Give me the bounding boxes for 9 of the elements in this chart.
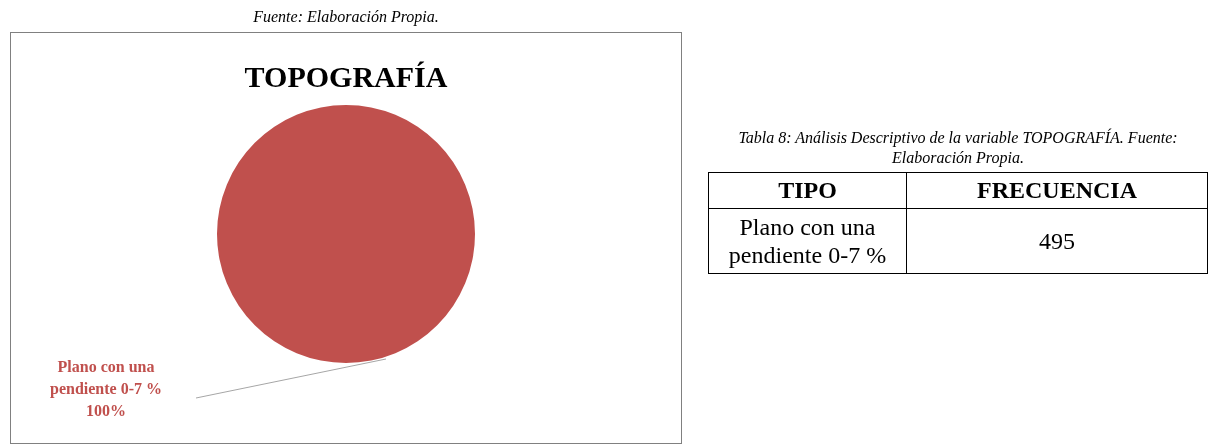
data-label: 100% — [86, 402, 126, 420]
data-label: 495 — [906, 208, 1208, 274]
text: Tabla 8: Análisis Descriptivo de la variable TOPOGRAFÍA. Fuente: Elaboración Propia. — [737, 128, 1179, 168]
slice-label: Plano con una pendiente 0-7 % — [50, 358, 162, 399]
text: FRECUENCIA — [906, 172, 1208, 209]
category-label: Plano con una pendiente 0-7 % — [708, 208, 907, 274]
text: TIPO — [708, 172, 907, 209]
source-note: Fuente: Elaboración Propia. — [252, 8, 440, 28]
chart-title: TOPOGRAFÍA — [244, 59, 448, 93]
